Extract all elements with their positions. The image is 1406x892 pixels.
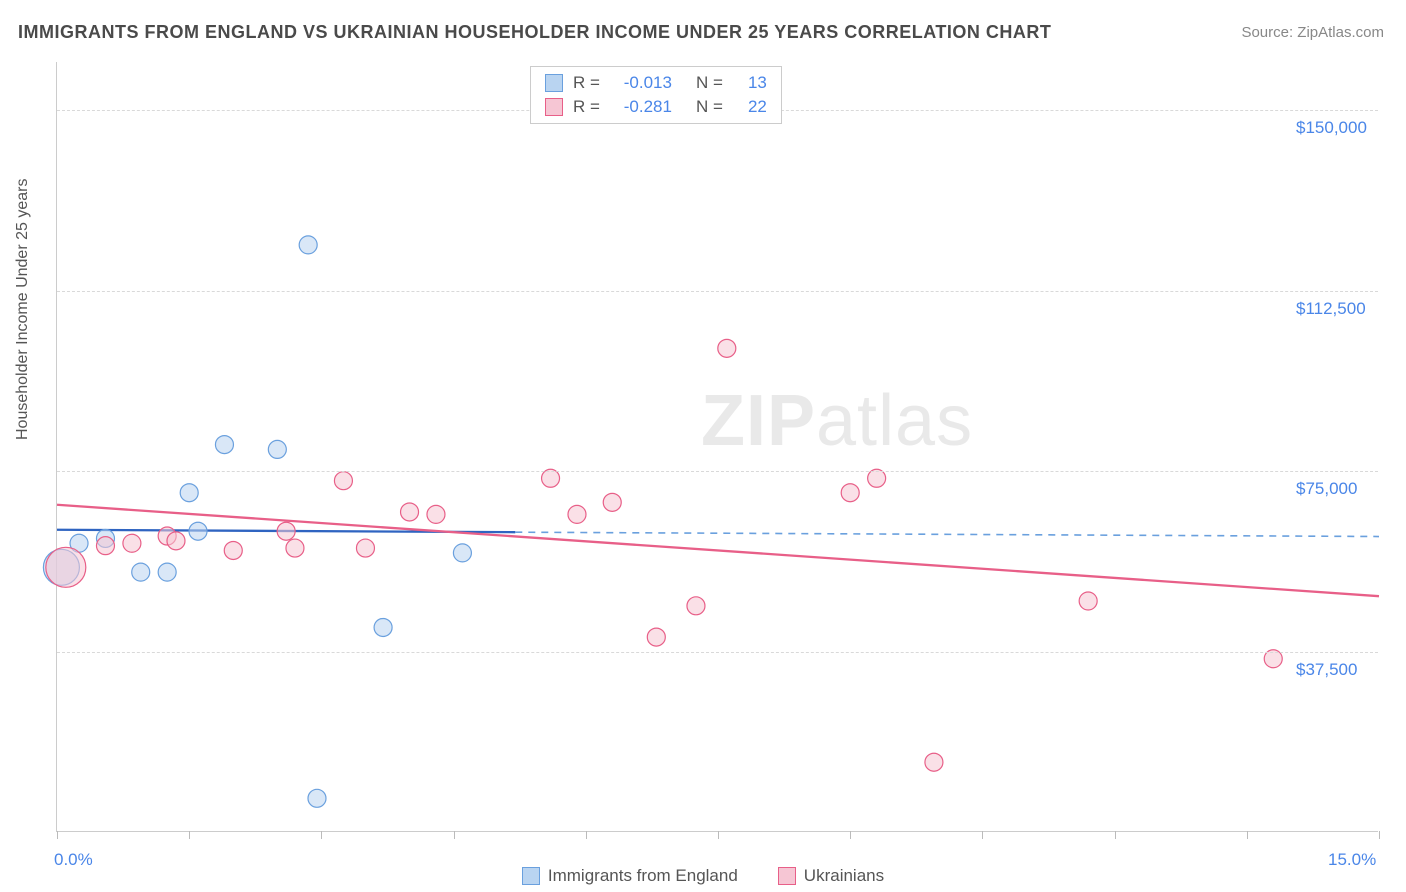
x-tick-label: 15.0% xyxy=(1328,850,1376,870)
stat-r-value: -0.013 xyxy=(610,73,672,93)
data-point xyxy=(277,522,295,540)
y-tick-label: $112,500 xyxy=(1296,299,1366,319)
data-point xyxy=(568,505,586,523)
legend-item: Immigrants from England xyxy=(522,866,738,886)
data-point xyxy=(215,436,233,454)
data-point xyxy=(374,618,392,636)
x-tick xyxy=(850,831,851,839)
data-point xyxy=(96,537,114,555)
stat-n-value: 13 xyxy=(733,73,767,93)
y-tick-label: $37,500 xyxy=(1296,660,1357,680)
gridline xyxy=(57,471,1378,472)
y-axis-label: Householder Income Under 25 years xyxy=(14,179,32,440)
x-tick xyxy=(57,831,58,839)
x-tick xyxy=(1247,831,1248,839)
data-point xyxy=(401,503,419,521)
legend-swatch xyxy=(545,74,563,92)
x-tick xyxy=(189,831,190,839)
correlation-chart: IMMIGRANTS FROM ENGLAND VS UKRAINIAN HOU… xyxy=(0,0,1406,892)
data-point xyxy=(1079,592,1097,610)
stat-r-value: -0.281 xyxy=(610,97,672,117)
stat-r-label: R = xyxy=(573,73,600,93)
data-point xyxy=(123,534,141,552)
x-tick-label: 0.0% xyxy=(54,850,93,870)
regression-line xyxy=(57,505,1379,596)
stat-n-value: 22 xyxy=(733,97,767,117)
source-attribution: Source: ZipAtlas.com xyxy=(1241,24,1384,41)
x-tick xyxy=(982,831,983,839)
x-tick xyxy=(1379,831,1380,839)
data-point xyxy=(167,532,185,550)
data-point xyxy=(647,628,665,646)
stat-r-label: R = xyxy=(573,97,600,117)
gridline xyxy=(57,291,1378,292)
data-point xyxy=(299,236,317,254)
x-tick xyxy=(321,831,322,839)
stats-legend-row: R = -0.281 N = 22 xyxy=(531,95,781,119)
chart-svg xyxy=(57,62,1378,831)
data-point xyxy=(718,339,736,357)
x-tick xyxy=(1115,831,1116,839)
legend-label: Immigrants from England xyxy=(548,866,738,886)
legend-swatch xyxy=(522,867,540,885)
stats-legend: R = -0.013 N = 13 R = -0.281 N = 22 xyxy=(530,66,782,124)
data-point xyxy=(268,440,286,458)
data-point xyxy=(308,789,326,807)
plot-area: ZIPatlas xyxy=(56,62,1378,832)
data-point xyxy=(453,544,471,562)
data-point xyxy=(925,753,943,771)
regression-line-dashed xyxy=(515,532,1379,536)
data-point xyxy=(132,563,150,581)
gridline xyxy=(57,652,1378,653)
data-point xyxy=(286,539,304,557)
data-point xyxy=(158,563,176,581)
data-point xyxy=(46,547,86,587)
legend-swatch xyxy=(545,98,563,116)
data-point xyxy=(334,472,352,490)
legend-swatch xyxy=(778,867,796,885)
data-point xyxy=(180,484,198,502)
legend-item: Ukrainians xyxy=(778,866,884,886)
data-point xyxy=(189,522,207,540)
data-point xyxy=(841,484,859,502)
stat-n-label: N = xyxy=(696,73,723,93)
stats-legend-row: R = -0.013 N = 13 xyxy=(531,71,781,95)
legend-label: Ukrainians xyxy=(804,866,884,886)
y-tick-label: $75,000 xyxy=(1296,479,1357,499)
x-tick xyxy=(454,831,455,839)
series-legend: Immigrants from England Ukrainians xyxy=(0,866,1406,886)
data-point xyxy=(603,493,621,511)
data-point xyxy=(687,597,705,615)
data-point xyxy=(427,505,445,523)
stat-n-label: N = xyxy=(696,97,723,117)
x-tick xyxy=(586,831,587,839)
data-point xyxy=(224,541,242,559)
x-tick xyxy=(718,831,719,839)
chart-title: IMMIGRANTS FROM ENGLAND VS UKRAINIAN HOU… xyxy=(18,22,1051,43)
y-tick-label: $150,000 xyxy=(1296,118,1367,138)
data-point xyxy=(356,539,374,557)
